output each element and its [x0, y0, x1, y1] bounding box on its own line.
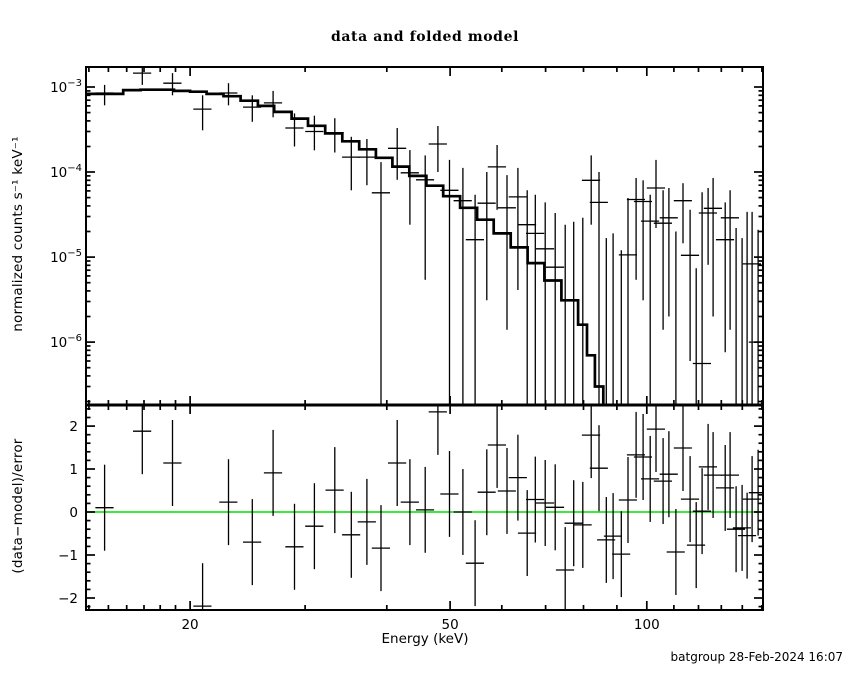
y-axis-label-spectrum: normalized counts s⁻¹ keV⁻¹: [10, 136, 26, 332]
folded-model-line: [86, 88, 605, 405]
x-axis-label: Energy (keV): [381, 631, 469, 647]
svg-text:−1: −1: [58, 548, 78, 564]
axes: 20 50 100 10−3 10−4 10−5 10−6 2 1 0 −1 −2: [50, 66, 764, 633]
svg-text:10−3: 10−3: [50, 78, 82, 96]
svg-text:50: 50: [442, 617, 459, 633]
residual-panel: [86, 405, 763, 610]
svg-text:10−5: 10−5: [50, 248, 82, 266]
timestamp-credit: batgroup 28-Feb-2024 16:07: [670, 650, 843, 664]
svg-text:0: 0: [69, 505, 78, 521]
y-axis-label-residuals: (data−model)/error: [10, 438, 26, 574]
svg-text:2: 2: [69, 419, 78, 435]
svg-text:10−4: 10−4: [50, 163, 82, 181]
svg-text:100: 100: [634, 617, 660, 633]
data-points: [95, 67, 763, 405]
svg-text:10−6: 10−6: [50, 333, 82, 351]
svg-text:1: 1: [69, 462, 78, 478]
spectrum-panel: [86, 67, 763, 405]
svg-text:20: 20: [181, 617, 198, 633]
chart-title: data and folded model: [331, 29, 519, 45]
svg-text:−2: −2: [58, 591, 78, 607]
residual-points: [95, 405, 763, 610]
